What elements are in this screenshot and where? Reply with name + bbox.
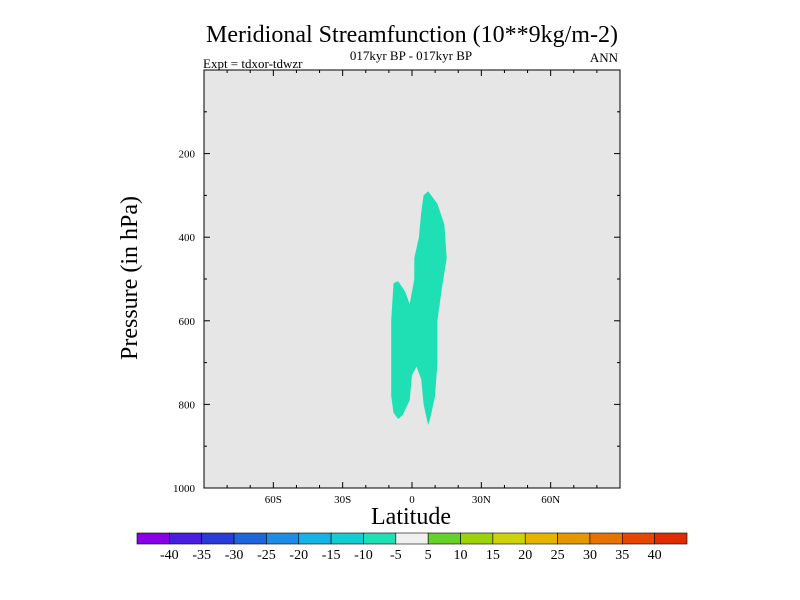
contour-region-0 <box>391 191 447 426</box>
colorbar-box <box>266 532 300 545</box>
colorbar-label: -25 <box>257 548 276 563</box>
colorbar-label: -20 <box>289 548 308 563</box>
plot-area: 60S 30S 0 30N 60N 200 400 600 800 1000 <box>173 69 621 506</box>
colorbar-box <box>201 532 235 545</box>
colorbar-label: -15 <box>322 548 341 563</box>
colorbar-label: -35 <box>192 548 211 563</box>
chart-title: Meridional Streamfunction (10**9kg/m-2) <box>206 22 618 48</box>
plot-background <box>204 70 620 488</box>
colorbar-box <box>492 532 526 545</box>
colorbar-box <box>621 532 655 545</box>
x-tick-label: 30N <box>472 494 491 506</box>
colorbar-box <box>330 532 364 545</box>
colorbar-box <box>524 532 558 545</box>
colorbar-box <box>233 532 267 545</box>
y-tick-label: 400 <box>179 232 196 244</box>
x-tick-label: 60S <box>265 494 282 506</box>
colorbar-label: -10 <box>354 548 373 563</box>
y-tick-label: 600 <box>179 316 196 328</box>
colorbar-label: 30 <box>583 548 597 563</box>
y-axis-title: Pressure (in hPa) <box>117 196 143 360</box>
x-tick-label: 60N <box>541 494 560 506</box>
colorbar-box <box>557 532 591 545</box>
colorbar-label: 10 <box>454 548 468 563</box>
colorbar-label: 40 <box>648 548 662 563</box>
colorbar-label: -30 <box>225 548 244 563</box>
colorbar-label: 35 <box>615 548 629 563</box>
x-axis-title: Latitude <box>371 504 451 530</box>
y-tick-label: 800 <box>179 399 196 411</box>
y-tick-label: 200 <box>179 149 196 161</box>
colorbar-box <box>427 532 461 545</box>
colorbar-box <box>298 532 332 545</box>
colorbar-box <box>654 532 688 545</box>
x-tick-label: 30S <box>334 494 351 506</box>
colorbar-box <box>169 532 203 545</box>
colorbar-label: -5 <box>390 548 402 563</box>
chart-subtitle-right: ANN <box>590 50 619 65</box>
colorbar-label: 25 <box>551 548 565 563</box>
colorbar-label: 20 <box>518 548 532 563</box>
colorbar-box <box>589 532 623 545</box>
colorbar-label: 15 <box>486 548 500 563</box>
colorbar: -40 -35 -30 -25 -20 -15 -10 -5 5 10 15 20 25 30 35 40 <box>136 532 688 563</box>
colorbar-box <box>363 532 397 545</box>
colorbar-box <box>395 532 429 545</box>
x-tick-label: 0 <box>409 494 415 506</box>
chart-subtitle-center: 017kyr BP - 017kyr BP <box>350 48 472 63</box>
colorbar-box <box>460 532 494 545</box>
colorbar-box <box>136 532 170 545</box>
colorbar-label: -40 <box>160 548 179 563</box>
y-tick-label: 1000 <box>173 483 196 495</box>
colorbar-label: 5 <box>425 548 432 563</box>
chart-subtitle-left: Expt = tdxor-tdwzr <box>203 56 303 71</box>
